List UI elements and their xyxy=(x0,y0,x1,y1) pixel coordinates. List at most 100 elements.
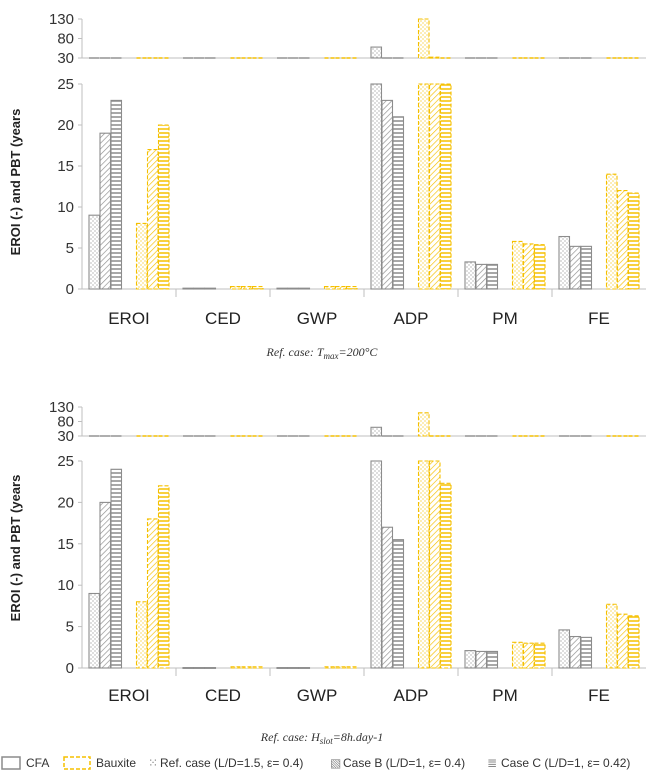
y-tick-label: 30 xyxy=(57,50,74,67)
category-label: PM xyxy=(492,309,518,328)
bar xyxy=(137,223,148,289)
bar xyxy=(570,246,581,289)
bar xyxy=(393,540,404,668)
category-label: ADP xyxy=(394,686,429,705)
bar xyxy=(607,174,618,289)
bar xyxy=(159,486,170,668)
bar xyxy=(524,643,535,668)
bar-upper xyxy=(371,427,382,436)
bar xyxy=(148,150,159,289)
category-label: FE xyxy=(588,686,610,705)
y-tick-label: 130 xyxy=(49,399,74,416)
y-tick-label: 80 xyxy=(57,31,74,48)
category-label: EROI xyxy=(108,309,150,328)
bar-upper xyxy=(419,413,430,436)
y-tick-label: 10 xyxy=(57,577,74,594)
y-tick-label: 5 xyxy=(66,619,74,636)
bar xyxy=(148,519,159,668)
y-tick-label: 15 xyxy=(57,536,74,553)
caption-top: Ref. case: Tmax=200°C xyxy=(266,345,379,361)
legend-caseb-label: Case B (L/D=1, ε= 0.4) xyxy=(343,756,465,770)
category-label: GWP xyxy=(297,309,338,328)
legend-cfa-swatch xyxy=(2,757,20,769)
bar xyxy=(419,84,430,289)
bar xyxy=(253,287,264,289)
bar xyxy=(347,287,358,289)
legend-ref-label: Ref. case (L/D=1.5, ε= 0.4) xyxy=(160,756,303,770)
bar xyxy=(559,630,570,668)
bar xyxy=(441,483,452,668)
bar xyxy=(137,602,148,668)
bar xyxy=(159,125,170,289)
bar xyxy=(430,84,441,289)
bar xyxy=(513,241,524,289)
category-label: FE xyxy=(588,309,610,328)
bar xyxy=(299,288,310,289)
legend-casec-label: Case C (L/D=1, ε= 0.42) xyxy=(501,756,630,770)
legend-bauxite-label: Bauxite xyxy=(96,756,136,770)
bar xyxy=(288,288,299,289)
bar xyxy=(89,215,100,289)
bar-upper xyxy=(371,47,382,58)
bar xyxy=(382,100,393,289)
bar xyxy=(393,117,404,289)
bar xyxy=(194,668,205,669)
category-label: CED xyxy=(205,686,241,705)
bar xyxy=(242,287,253,289)
bar xyxy=(325,667,336,668)
bar xyxy=(581,637,592,668)
bar xyxy=(277,668,288,669)
legend-caseb-icon: ▧ xyxy=(330,756,341,770)
bar xyxy=(629,616,640,668)
category-label: GWP xyxy=(297,686,338,705)
bar xyxy=(419,461,430,668)
bar xyxy=(347,667,358,668)
bar-upper xyxy=(419,19,430,58)
y-axis-label: EROI (-) and PBT (years xyxy=(8,475,23,622)
bar xyxy=(371,461,382,668)
y-tick-label: 15 xyxy=(57,158,74,175)
category-label: CED xyxy=(205,309,241,328)
category-label: EROI xyxy=(108,686,150,705)
bar xyxy=(430,461,441,668)
bar xyxy=(253,667,264,668)
bar xyxy=(100,502,111,668)
bar xyxy=(524,244,535,289)
bar xyxy=(336,667,347,668)
bar xyxy=(487,651,498,668)
bar xyxy=(299,668,310,669)
bar xyxy=(476,651,487,668)
y-tick-label: 80 xyxy=(57,414,74,431)
bar xyxy=(336,287,347,289)
chart-panel-top: 0 5 10 15 20 25 30 80 130 EROI (-) and PBT (years… xyxy=(8,11,646,328)
caption-bottom: Ref. case: Hslot=8h.day-1 xyxy=(260,730,383,746)
bar xyxy=(535,643,546,668)
bar xyxy=(325,287,336,289)
bar xyxy=(183,288,194,289)
bar xyxy=(382,527,393,668)
y-tick-label: 25 xyxy=(57,453,74,470)
y-tick-label: 25 xyxy=(57,76,74,93)
y-tick-label: 130 xyxy=(49,11,74,28)
y-tick-label: 10 xyxy=(57,199,74,216)
bar xyxy=(618,191,629,289)
bar xyxy=(205,668,216,669)
bar xyxy=(535,245,546,289)
bar xyxy=(476,264,487,289)
y-tick-label: 20 xyxy=(57,117,74,134)
legend-ref-icon: ⁙ xyxy=(148,756,158,770)
bar xyxy=(465,651,476,668)
legend-casec-icon: ≣ xyxy=(487,756,497,770)
bar xyxy=(487,264,498,289)
bar xyxy=(205,288,216,289)
bar xyxy=(559,237,570,289)
bar xyxy=(231,287,242,289)
legend: CFA Bauxite ⁙ Ref. case (L/D=1.5, ε= 0.4… xyxy=(2,756,630,770)
bar xyxy=(371,84,382,289)
bar xyxy=(111,469,122,668)
bar xyxy=(231,667,242,668)
bar xyxy=(288,668,299,669)
bar xyxy=(581,246,592,289)
